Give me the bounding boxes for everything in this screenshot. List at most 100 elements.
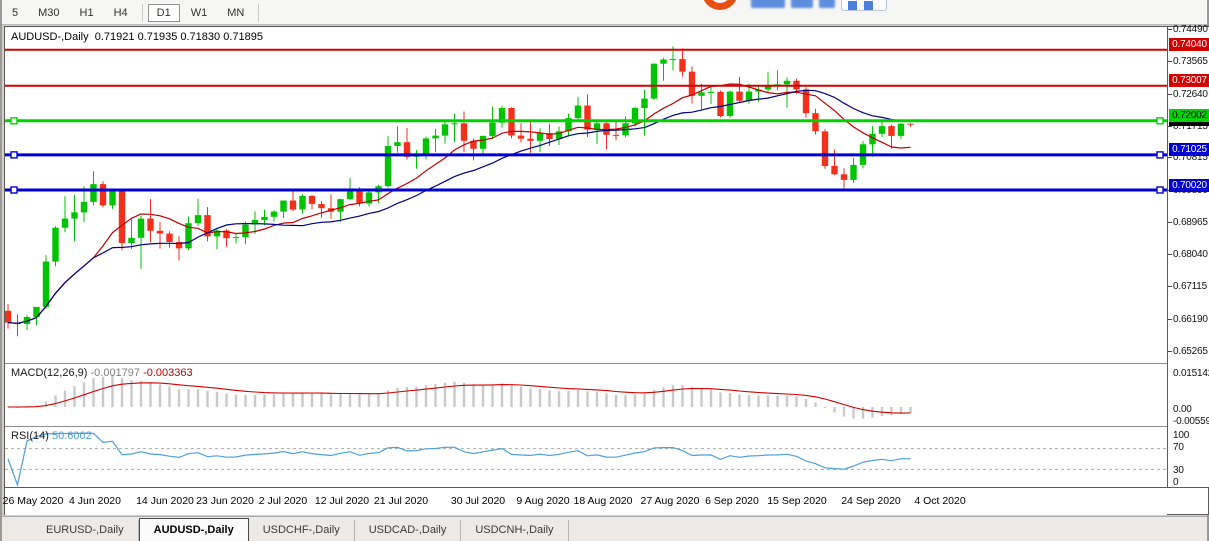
timeframe-button-d1[interactable]: D1 <box>147 3 180 22</box>
macd-bar <box>510 384 513 407</box>
macd-bar <box>44 401 48 407</box>
main-chart-canvas[interactable] <box>5 29 1167 363</box>
timeframe-button-5[interactable]: 5 <box>12 6 19 19</box>
price-axis[interactable]: 0.744900.735650.726400.717150.708150.698… <box>1168 24 1209 488</box>
hline-0.72002[interactable] <box>5 117 1167 125</box>
candle-body <box>289 200 297 210</box>
macd-bar <box>852 407 855 419</box>
timeframe-buttons: 5 M30 H1 H4 D1 W1 MN <box>2 2 263 23</box>
price-tick-mark <box>1168 319 1172 320</box>
macd-bar <box>63 390 67 407</box>
candle-body <box>232 237 240 239</box>
candle-body <box>166 233 173 242</box>
candle-body <box>764 85 772 90</box>
macd-bar <box>291 393 295 407</box>
date-axis[interactable]: 26 May 2020 4 Jun 2020 14 Jun 2020 23 Jun 2… <box>3 488 1167 515</box>
hline-handle[interactable] <box>10 186 18 194</box>
hline-handle[interactable] <box>10 117 18 125</box>
macd-bar <box>206 390 209 407</box>
macd-bar <box>614 394 618 407</box>
hline-0.71025[interactable] <box>5 151 1167 159</box>
candle-body <box>80 201 88 213</box>
candle-body <box>356 188 363 204</box>
price-badge-0.72002: 0.72002 <box>1169 109 1209 122</box>
macd-panel-canvas[interactable] <box>5 366 1167 426</box>
tab-usdcad-daily[interactable]: USDCAD-,Daily <box>355 520 462 541</box>
candle-body <box>251 220 259 225</box>
price-badge-0.71025: 0.71025 <box>1169 143 1209 156</box>
macd-bar <box>681 384 684 407</box>
price-tick-mark <box>1168 94 1172 95</box>
macd-bar <box>177 389 181 407</box>
timeframe-button-m30[interactable]: M30 <box>38 6 60 19</box>
tab-usdchf-daily[interactable]: USDCHF-,Daily <box>249 520 355 541</box>
macd-bar <box>139 380 143 407</box>
macd-axis-label: 0.015142 <box>1173 368 1209 379</box>
rsi-panel-canvas[interactable] <box>5 429 1167 487</box>
timeframe-button-h1[interactable]: H1 <box>79 6 94 19</box>
tab-usdcnh-daily[interactable]: USDCNH-,Daily <box>461 520 569 541</box>
macd-bar <box>386 390 390 407</box>
candle-body <box>821 131 829 166</box>
macd-bar <box>424 385 428 407</box>
macd-bar <box>149 382 152 407</box>
price-axis-separator <box>1167 27 1168 487</box>
chart-ohlc-values: 0.71921 0.71935 0.71830 0.71895 <box>94 31 263 43</box>
macd-bar <box>348 393 352 407</box>
macd-bar <box>158 384 162 407</box>
candle-body <box>517 135 525 139</box>
macd-bar <box>633 394 637 407</box>
macd-signal-line <box>8 382 911 414</box>
price-tick-label: 0.68040 <box>1173 249 1208 260</box>
ma-slow-line <box>7 89 911 324</box>
candle-body <box>137 218 145 238</box>
candle-body <box>318 204 325 209</box>
chart-tabs-bar: EURUSD-,Daily AUDUSD-,Daily USDCHF-,Daily U… <box>2 516 1207 541</box>
hline-0.70020[interactable] <box>5 186 1167 194</box>
price-tick-label: 0.68965 <box>1173 217 1208 228</box>
hline-handle[interactable] <box>1156 186 1164 194</box>
timeframe-button-w1[interactable]: W1 <box>190 6 208 19</box>
macd-bar <box>253 394 257 407</box>
candle-body <box>280 200 287 212</box>
hline-handle[interactable] <box>10 151 18 159</box>
rsi-name: RSI(14) <box>11 430 49 442</box>
candle-body <box>869 133 876 145</box>
tab-eurusd-daily[interactable]: EURUSD-,Daily <box>32 520 139 541</box>
rsi-axis-label: 100 <box>1173 430 1190 441</box>
candle-body <box>688 71 696 96</box>
candle-body <box>384 146 392 187</box>
candle-body <box>451 123 458 125</box>
macd-bar <box>576 390 580 407</box>
macd-bar <box>586 391 589 407</box>
tab-audusd-daily[interactable]: AUDUSD-,Daily <box>138 518 249 541</box>
candle-body <box>840 174 848 180</box>
macd-bar <box>130 380 133 407</box>
candle-body <box>128 237 135 243</box>
candle-body <box>422 138 430 155</box>
macd-bar <box>709 389 713 407</box>
timeframe-button-h4[interactable]: H4 <box>113 6 128 19</box>
rsi-axis-label: 70 <box>1173 442 1184 453</box>
candle-body <box>242 224 249 238</box>
date-tick-label: 12 Jul 2020 <box>314 495 370 507</box>
hline-handle[interactable] <box>1156 151 1164 159</box>
macd-bar <box>415 386 418 407</box>
candle-body <box>546 133 553 139</box>
macd-bar <box>225 393 228 407</box>
panel-splitter[interactable] <box>5 363 1208 365</box>
candle-body <box>593 123 601 130</box>
candle-body <box>194 215 202 224</box>
candle-body <box>897 123 905 136</box>
macd-bar <box>557 391 561 407</box>
price-tick-label: 0.70815 <box>1173 152 1208 163</box>
hline-handle[interactable] <box>1156 117 1164 125</box>
candle-body <box>213 230 221 237</box>
candle-body <box>33 306 40 317</box>
timeframe-button-mn[interactable]: MN <box>227 6 245 19</box>
date-tick-label: 27 Aug 2020 <box>640 495 700 507</box>
panel-splitter[interactable] <box>5 426 1208 428</box>
candle-body <box>460 123 468 141</box>
candle-body <box>536 133 544 141</box>
brand-badge-icon <box>841 0 887 11</box>
